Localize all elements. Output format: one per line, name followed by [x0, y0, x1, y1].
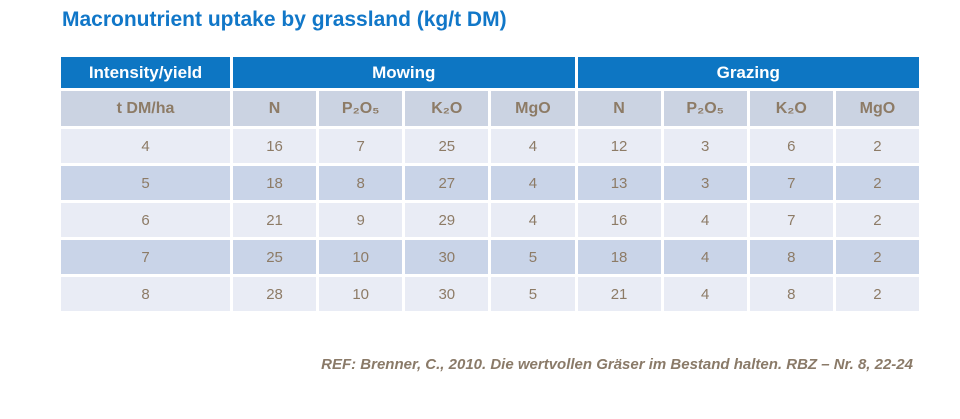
table-cell: 5 [488, 274, 578, 314]
table-cell: 4 [660, 274, 750, 314]
table-cell: 25 [229, 237, 320, 277]
table-cell: 10 [316, 237, 406, 277]
column-header-grazing-k2o: K₂O [746, 88, 836, 129]
table-cell: 7 [746, 163, 836, 203]
cell-yield: 4 [58, 126, 233, 166]
column-header-mowing-mgo: MgO [488, 88, 578, 129]
table-group-header-row: Intensity/yield Mowing Grazing [58, 54, 922, 91]
table-cell: 4 [488, 200, 578, 240]
table-row: 6 21 9 29 4 16 4 7 2 [58, 200, 923, 240]
page-title: Macronutrient uptake by grassland (kg/t … [62, 8, 507, 31]
table-cell: 27 [402, 163, 492, 203]
table-cell: 18 [574, 237, 664, 277]
table-cell: 2 [832, 274, 923, 314]
table-cell: 30 [402, 237, 492, 277]
macronutrient-table: Intensity/yield Mowing Grazing t DM/ha N… [58, 54, 923, 314]
reference-citation: REF: Brenner, C., 2010. Die wertvollen G… [321, 356, 913, 373]
column-header-mowing-p2o5: P₂O₅ [316, 88, 406, 129]
table-cell: 8 [316, 163, 406, 203]
column-header-grazing-n: N [574, 88, 664, 129]
table-cell: 30 [402, 274, 492, 314]
table-cell: 21 [574, 274, 664, 314]
table-row: 7 25 10 30 5 18 4 8 2 [58, 237, 923, 277]
table-cell: 28 [229, 274, 320, 314]
table-cell: 3 [660, 163, 750, 203]
table-cell: 7 [746, 200, 836, 240]
table-cell: 16 [229, 126, 320, 166]
header-intensity-yield: Intensity/yield [58, 54, 233, 91]
table-row: 5 18 8 27 4 13 3 7 2 [58, 163, 923, 203]
table-cell: 18 [229, 163, 320, 203]
column-header-mowing-k2o: K₂O [402, 88, 492, 129]
header-mowing: Mowing [230, 54, 578, 91]
cell-yield: 7 [58, 237, 233, 277]
table-cell: 2 [832, 237, 923, 277]
cell-yield: 6 [58, 200, 233, 240]
cell-yield: 5 [58, 163, 233, 203]
table-cell: 4 [660, 200, 750, 240]
table-cell: 4 [488, 126, 578, 166]
table-cell: 3 [660, 126, 750, 166]
table-cell: 4 [488, 163, 578, 203]
cell-yield: 8 [58, 274, 233, 314]
table-cell: 10 [316, 274, 406, 314]
table-cell: 21 [229, 200, 320, 240]
column-header-grazing-mgo: MgO [832, 88, 923, 129]
column-header-mowing-n: N [229, 88, 320, 129]
table-cell: 2 [832, 126, 923, 166]
table-cell: 2 [832, 200, 923, 240]
table-cell: 29 [402, 200, 492, 240]
table-cell: 7 [316, 126, 406, 166]
table-cell: 4 [660, 237, 750, 277]
table-column-header-row: t DM/ha N P₂O₅ K₂O MgO N P₂O₅ K₂O MgO [58, 88, 923, 129]
table-cell: 6 [746, 126, 836, 166]
table-cell: 8 [746, 274, 836, 314]
table-row: 8 28 10 30 5 21 4 8 2 [58, 274, 923, 314]
table-cell: 16 [574, 200, 664, 240]
column-header-t-dm-ha: t DM/ha [58, 88, 233, 129]
table-row: 4 16 7 25 4 12 3 6 2 [58, 126, 923, 166]
header-grazing: Grazing [574, 54, 922, 91]
table-cell: 13 [574, 163, 664, 203]
table-cell: 25 [402, 126, 492, 166]
table-cell: 9 [316, 200, 406, 240]
table-cell: 12 [574, 126, 664, 166]
table-cell: 2 [832, 163, 923, 203]
table-cell: 8 [746, 237, 836, 277]
table-cell: 5 [488, 237, 578, 277]
column-header-grazing-p2o5: P₂O₅ [660, 88, 750, 129]
